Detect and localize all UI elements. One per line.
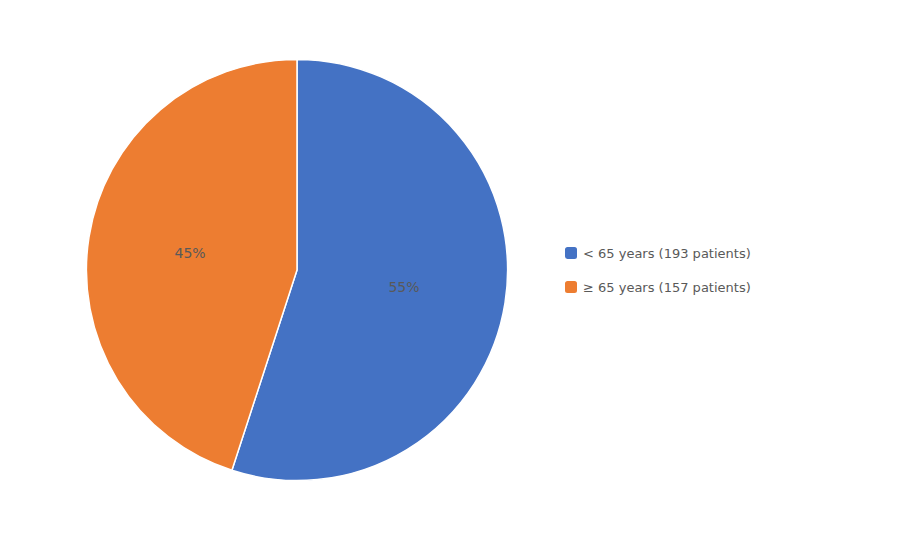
svg-text:55%: 55% [388,279,419,295]
svg-text:≥ 65 years (157 patients): ≥ 65 years (157 patients) [583,280,751,295]
svg-text:< 65 years (193 patients): < 65 years (193 patients) [583,246,751,261]
svg-text:45%: 45% [174,245,205,261]
